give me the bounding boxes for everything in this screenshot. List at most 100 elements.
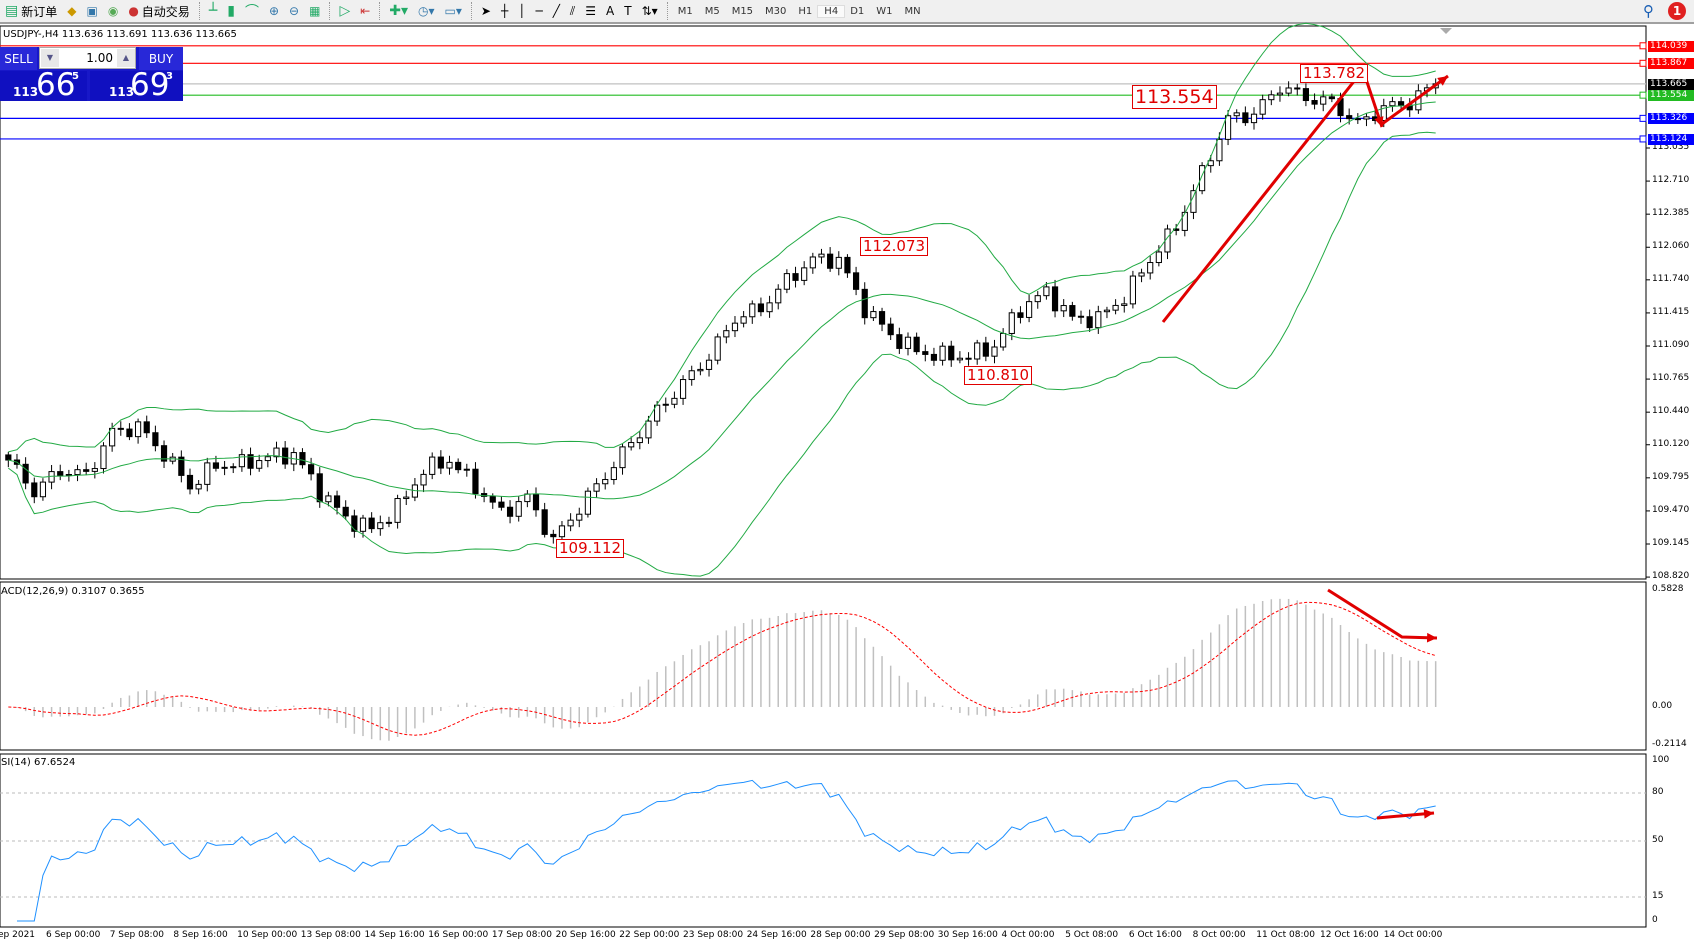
horizontal-line-button[interactable]: ─: [530, 0, 547, 22]
channel-button[interactable]: ⫽: [565, 0, 580, 22]
autoscroll-button[interactable]: ▷: [334, 0, 355, 22]
timeframe-m5[interactable]: M5: [704, 5, 720, 17]
time-axis-label: 22 Sep 00:00: [619, 930, 680, 940]
sell-button[interactable]: SELL: [0, 47, 37, 70]
bear-candle: [1077, 315, 1085, 318]
clock-icon: ◷▾: [418, 4, 435, 18]
time-axis-label: 20 Sep 16:00: [555, 930, 616, 940]
bull-candle: [1060, 305, 1067, 312]
bear-candle: [455, 461, 462, 471]
bear-candle: [1017, 312, 1024, 318]
timeframe-h1[interactable]: H1: [798, 5, 813, 17]
bear-candle: [299, 452, 306, 466]
bull-candle: [870, 311, 877, 319]
bear-candle: [22, 463, 29, 484]
search-icon[interactable]: ⚲: [1643, 2, 1654, 20]
ask-prefix: 113: [109, 85, 135, 99]
time-axis-label: 24 Sep 16:00: [746, 930, 807, 940]
market-watch-button[interactable]: ◆: [62, 0, 81, 22]
sell-price-box[interactable]: 113 66 5: [0, 67, 87, 103]
timeframe-d1[interactable]: D1: [850, 5, 865, 17]
timeframe-m30[interactable]: M30: [765, 5, 787, 17]
fibonacci-icon: ☰: [585, 4, 597, 18]
bull-candle: [91, 468, 98, 472]
separator: [470, 2, 472, 20]
tile-windows-button[interactable]: ▦: [304, 0, 325, 22]
bull-candle: [238, 454, 245, 468]
navigator-icon: ▣: [86, 4, 98, 18]
timeframe-m1[interactable]: M1: [677, 5, 693, 17]
cursor-button[interactable]: ➤: [476, 0, 496, 22]
timeframe-w1[interactable]: W1: [876, 5, 893, 17]
templates-button[interactable]: ▭▾: [440, 0, 467, 22]
fibonacci-button[interactable]: ☰: [580, 0, 601, 22]
line-chart-button[interactable]: ⌒: [240, 0, 264, 22]
periods-button[interactable]: ◷▾: [413, 0, 440, 22]
bar-chart-button[interactable]: ┴: [204, 0, 222, 22]
bear-candle: [757, 303, 765, 313]
bull-candle: [1380, 105, 1387, 121]
vertical-line-button[interactable]: │: [513, 0, 530, 22]
ask-main: 69: [130, 67, 170, 103]
bear-candle: [282, 447, 289, 465]
bollinger-lower-band: [8, 131, 1436, 577]
bear-candle: [437, 456, 444, 469]
time-axis-label: 30 Sep 16:00: [937, 930, 998, 940]
bear-candle: [368, 517, 375, 530]
lot-size-input[interactable]: 1.00: [39, 47, 136, 69]
text-label-button[interactable]: T: [619, 0, 636, 22]
bull-candle: [619, 446, 626, 469]
bull-candle: [679, 379, 687, 399]
candle-chart-button[interactable]: ▮: [222, 0, 240, 22]
buy-price-box[interactable]: 113 69 3: [90, 67, 183, 103]
text-icon: A: [606, 4, 615, 18]
buy-button[interactable]: BUY: [139, 47, 183, 70]
notification-badge[interactable]: 1: [1668, 2, 1686, 20]
lot-increase-icon[interactable]: ▲: [117, 49, 135, 67]
bull-candle: [1233, 112, 1240, 117]
bear-candle: [212, 462, 220, 469]
bull-candle: [1199, 165, 1206, 192]
bull-candle: [394, 498, 401, 523]
text-button[interactable]: A: [601, 0, 619, 22]
rsi-tick-label: 50: [1652, 835, 1664, 845]
bull-candle: [1268, 94, 1275, 101]
price-tick-label: 112.385: [1652, 208, 1690, 219]
bear-candle: [1294, 87, 1301, 90]
signals-button[interactable]: ◉: [103, 0, 123, 22]
lot-decrease-icon[interactable]: ▼: [41, 49, 59, 67]
bollinger-middle-band: [8, 101, 1436, 500]
navigator-button[interactable]: ▣: [81, 0, 102, 22]
time-axis-label: 10 Sep 00:00: [237, 930, 298, 940]
timeframe-h4[interactable]: H4: [817, 4, 846, 18]
separator: [198, 2, 200, 20]
bear-candle: [1346, 115, 1353, 120]
rsi-arrow-head: [1423, 809, 1434, 819]
bull-candle: [515, 501, 522, 517]
auto-trading-button[interactable]: ● 自动交易: [128, 4, 190, 19]
new-order-button[interactable]: ▤ 新订单: [5, 3, 58, 19]
timeframe-m15[interactable]: M15: [731, 5, 754, 17]
bull-candle: [731, 322, 739, 332]
bull-candle: [671, 397, 678, 405]
arrows-button[interactable]: ⇅▾: [637, 0, 663, 22]
bear-candle: [1086, 316, 1093, 329]
crosshair-button[interactable]: ┼: [496, 0, 513, 22]
bear-candle: [178, 456, 185, 476]
trendline-button[interactable]: ╱: [548, 0, 565, 22]
bull-candle: [1095, 311, 1102, 329]
zoom-in-button[interactable]: ⊕: [264, 0, 284, 22]
time-axis-label: 23 Sep 08:00: [683, 930, 744, 940]
time-axis-label: ep 2021: [0, 930, 36, 940]
time-axis-label: 7 Sep 08:00: [109, 930, 165, 940]
bull-candle: [74, 469, 81, 476]
indicators-button[interactable]: ✚▾: [384, 0, 413, 22]
chart-shift-button[interactable]: ⇤: [355, 0, 375, 22]
bull-candle: [662, 403, 669, 406]
zoom-out-button[interactable]: ⊖: [284, 0, 304, 22]
bear-candle: [922, 351, 929, 355]
level-handle: [1639, 42, 1647, 50]
bull-candle: [385, 521, 393, 524]
timeframe-mn[interactable]: MN: [904, 5, 921, 17]
